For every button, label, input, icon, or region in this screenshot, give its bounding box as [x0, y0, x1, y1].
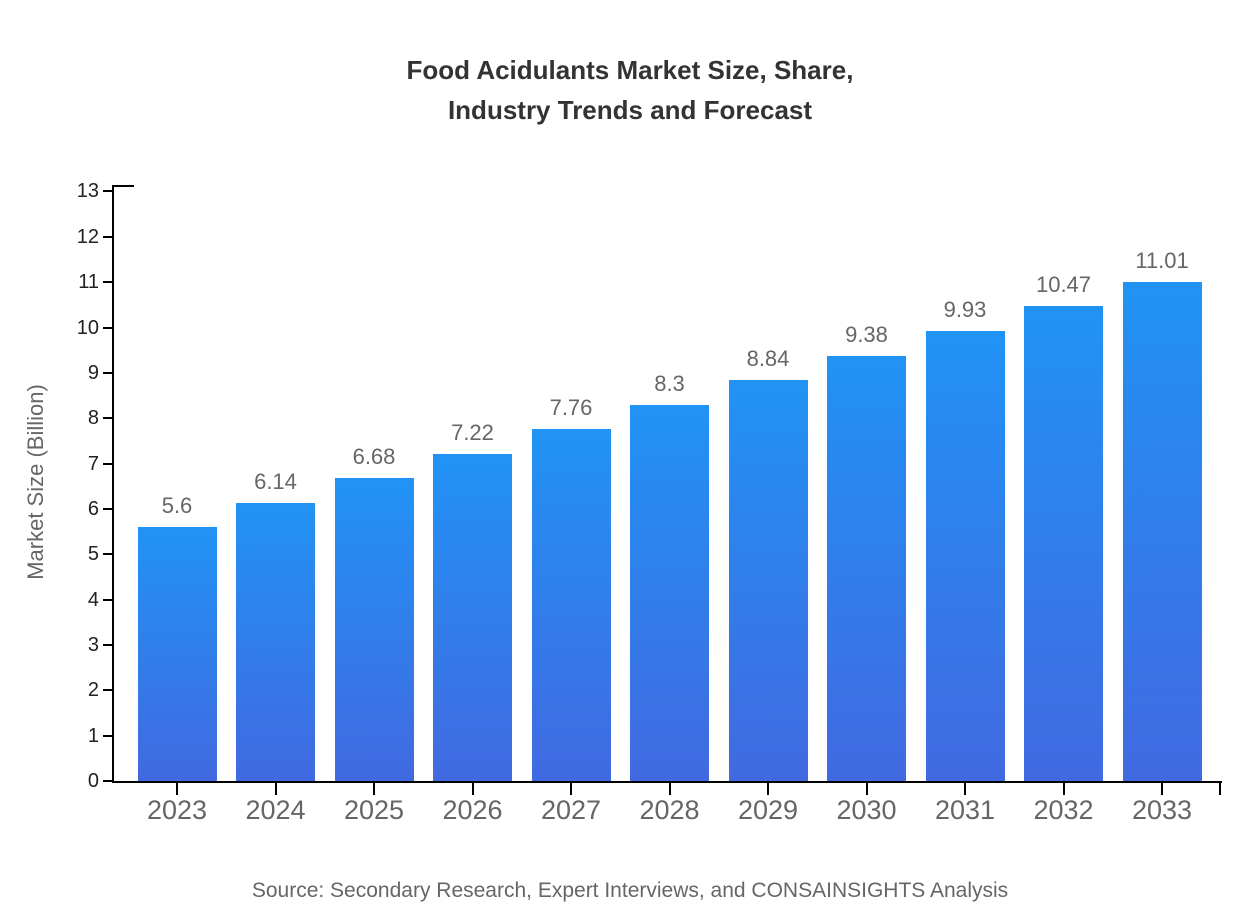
bar-value-label: 6.68: [352, 444, 396, 470]
x-tick: [1161, 783, 1163, 795]
bar: [1024, 306, 1103, 781]
y-tick: [103, 507, 113, 510]
y-tick-label: 8: [87, 407, 99, 430]
y-tick-label: 3: [87, 633, 99, 656]
x-tick: [668, 783, 671, 795]
bar-value-label: 6.14: [254, 468, 297, 494]
y-tick: [103, 190, 113, 193]
bar-value-label: 10.47: [1035, 272, 1092, 298]
x-tick-label: 2023: [146, 795, 208, 825]
y-axis-line: [112, 185, 114, 783]
y-tick: [103, 598, 113, 601]
y-tick: [103, 780, 113, 782]
chart-title: Food Acidulants Market Size, Share, Indu…: [0, 50, 1260, 130]
bar: [334, 478, 414, 781]
y-tick: [103, 689, 113, 692]
y-tick-label: 13: [76, 180, 99, 203]
chart-title-line-2: Industry Trends and Forecast: [447, 95, 813, 125]
y-tick: [103, 281, 113, 284]
bar-value-label: 9.93: [943, 296, 987, 322]
bar-value-label: 9.38: [845, 321, 888, 347]
x-tick: [176, 783, 178, 795]
y-tick: [103, 235, 113, 238]
x-tick-label: 2031: [934, 795, 996, 825]
x-axis-line: [112, 781, 1222, 783]
x-tick-label: 2032: [1033, 795, 1094, 825]
bar: [137, 527, 217, 781]
bar-value-label: 11.01: [1135, 247, 1189, 273]
x-tick-label: 2028: [639, 795, 700, 825]
y-tick-label: 0: [87, 770, 99, 792]
bar: [531, 429, 611, 781]
x-tick: [373, 783, 375, 795]
x-axis-end-tick: [1219, 783, 1221, 795]
bar-value-label: 8.3: [654, 370, 685, 396]
x-tick: [964, 783, 966, 795]
y-tick: [103, 326, 113, 329]
y-tick-label: 2: [87, 679, 99, 702]
x-tick: [1062, 783, 1065, 795]
chart-title-line-1: Food Acidulants Market Size, Share,: [406, 55, 854, 85]
x-tick-label: 2033: [1131, 795, 1193, 825]
y-tick-label: 7: [87, 452, 99, 475]
x-tick-label: 2030: [836, 795, 897, 825]
y-tick: [103, 643, 113, 646]
y-axis-title: Market Size (Billion): [23, 384, 48, 580]
y-tick: [103, 417, 113, 420]
x-tick: [865, 783, 868, 795]
y-tick-label: 9: [87, 361, 99, 384]
bar-value-label: 5.6: [161, 493, 193, 519]
x-tick: [570, 783, 572, 795]
y-tick: [103, 553, 113, 556]
y-tick-label: 12: [76, 225, 99, 248]
x-tick: [274, 783, 277, 795]
y-tick-label: 6: [87, 497, 99, 520]
bar-value-label: 7.22: [451, 419, 494, 445]
bar: [433, 453, 512, 781]
x-tick: [471, 783, 474, 795]
y-tick: [103, 371, 113, 374]
y-tick-label: 5: [87, 543, 99, 566]
bar: [236, 502, 315, 781]
bar: [827, 355, 906, 781]
y-tick: [103, 462, 113, 465]
x-tick-label: 2029: [737, 795, 799, 825]
bar-value-label: 8.84: [746, 346, 790, 372]
bar: [630, 404, 709, 781]
bar: [925, 330, 1005, 781]
y-tick: [103, 734, 113, 737]
y-tick-label: 10: [76, 316, 99, 339]
x-tick-label: 2027: [540, 795, 602, 825]
bar-value-label: 7.76: [549, 395, 593, 421]
x-tick-label: 2026: [442, 795, 503, 825]
y-tick-label: 1: [87, 724, 99, 747]
x-tick: [767, 783, 769, 795]
y-tick-label: 4: [87, 588, 99, 611]
y-tick-label: 11: [78, 271, 99, 294]
x-tick-label: 2025: [343, 795, 405, 825]
bar: [728, 380, 808, 781]
y-axis-top-cap: [113, 185, 134, 187]
source-note: Source: Secondary Research, Expert Inter…: [251, 879, 1009, 902]
bar: [1122, 281, 1202, 781]
x-tick-label: 2024: [245, 795, 306, 825]
